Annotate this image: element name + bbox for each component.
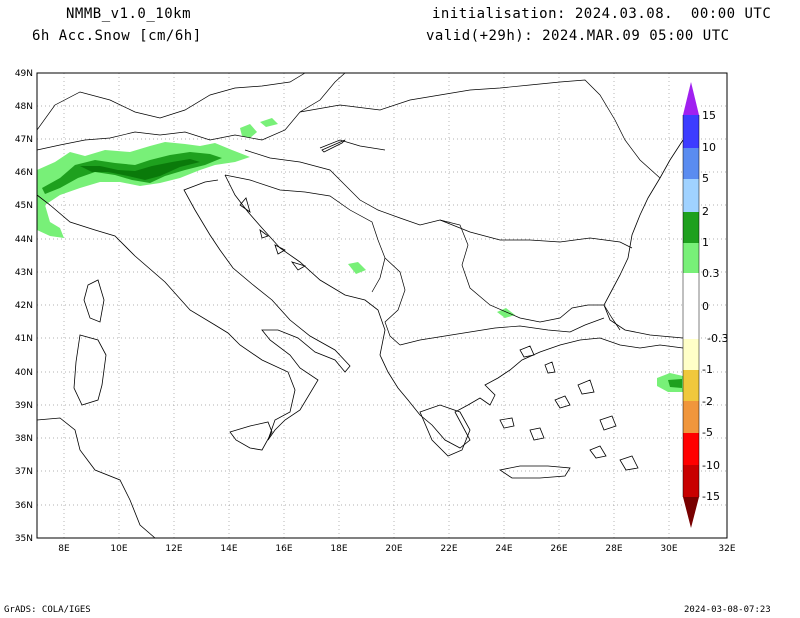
colorbar-swatch-n10 (683, 465, 699, 497)
colorbar-swatch-n5 (683, 433, 699, 465)
borders (36, 72, 661, 346)
peloponnese-coast (419, 404, 471, 457)
snow-area-balkan (348, 262, 366, 274)
colorbar-label: 0 (702, 300, 709, 313)
lat-label: 40N (15, 368, 33, 378)
lon-label: 30E (660, 544, 677, 554)
romania-bulgaria-border (439, 219, 633, 249)
coastlines (36, 139, 684, 539)
colorbar (682, 82, 700, 530)
lon-label: 20E (385, 544, 402, 554)
sicily-coast (229, 421, 273, 451)
lat-label: 39N (15, 401, 33, 411)
colorbar-swatch-1 (683, 243, 699, 273)
lon-label: 14E (220, 544, 237, 554)
lat-label: 37N (15, 467, 33, 477)
lat-label: 43N (15, 268, 33, 278)
italy-coast (36, 179, 351, 441)
lon-label: 24E (495, 544, 512, 554)
lon-label: 26E (550, 544, 567, 554)
colorbar-swatch-2 (683, 212, 699, 243)
colorbar-top-arrow (683, 82, 699, 115)
colorbar-swatch-n1 (683, 370, 699, 401)
snow-area-austria2 (260, 118, 278, 127)
lat-label: 41N (15, 334, 33, 344)
snow-shading (37, 118, 683, 392)
lat-label: 38N (15, 434, 33, 444)
lake-balaton (321, 139, 346, 153)
snow-area-turkey-core (668, 379, 682, 388)
lon-label: 22E (440, 544, 457, 554)
init-time: initialisation: 2024.03.08. 00:00 UTC (432, 6, 772, 22)
tunisia-coast (36, 417, 156, 539)
lon-label: 8E (58, 544, 70, 554)
footer-credit: GrADS: COLA/IGES (4, 605, 91, 615)
variable-name: 6h Acc.Snow [cm/6h] (32, 28, 202, 44)
colorbar-swatch-n03 (683, 339, 699, 370)
northern-border (36, 72, 306, 131)
colorbar-label: 15 (702, 109, 716, 122)
colorbar-label: 2 (702, 205, 709, 218)
valid-time: valid(+29h): 2024.MAR.09 05:00 UTC (426, 28, 730, 44)
snow-area-alps-peak (80, 159, 200, 180)
lon-label: 18E (330, 544, 347, 554)
colorbar-label: -15 (702, 490, 720, 503)
lon-labels: 8E 10E 12E 14E 16E 18E 20E 22E 24E 26E 2… (58, 544, 736, 554)
lat-label: 36N (15, 501, 33, 511)
colorbar-labels: 15 10 5 2 1 0.3 0 -0.3 -1 -2 -5 -10 -15 (702, 109, 728, 503)
gridlines (37, 73, 727, 538)
snow-area-austria (240, 124, 257, 138)
balkan-coast (224, 174, 684, 449)
colorbar-swatch-15 (683, 115, 699, 148)
lon-label: 28E (605, 544, 622, 554)
model-name: NMMB_v1.0_10km (66, 6, 192, 22)
lat-label: 48N (15, 102, 33, 112)
sardinia-coast (73, 334, 107, 406)
colorbar-label: -2 (702, 395, 713, 408)
lat-label: 45N (15, 201, 33, 211)
colorbar-swatch-5 (683, 179, 699, 212)
snow-area-alps (37, 142, 250, 238)
alps-border (36, 72, 346, 151)
turkey-border (603, 304, 621, 331)
corsica-coast (83, 279, 105, 323)
lat-label: 42N (15, 301, 33, 311)
bosnia-border (224, 174, 386, 293)
lon-label: 10E (110, 544, 127, 554)
footer-timestamp: 2024-03-08-07:23 (684, 605, 771, 615)
colorbar-bottom-arrow (683, 497, 699, 528)
aegean-islands (499, 345, 639, 471)
lat-label: 35N (15, 534, 33, 544)
map-frame (36, 72, 728, 539)
colorbar-label: -10 (702, 459, 720, 472)
lon-label: 16E (275, 544, 292, 554)
lon-label: 32E (718, 544, 735, 554)
colorbar-label: -5 (702, 426, 713, 439)
lat-labels: 49N 48N 47N 46N 45N 44N 43N 42N 41N 40N … (15, 69, 33, 544)
colorbar-label: 1 (702, 236, 709, 249)
blacksea-coast (603, 139, 684, 339)
colorbar-label: 5 (702, 172, 709, 185)
colorbar-swatch-n2 (683, 401, 699, 433)
colorbar-swatch-10 (683, 148, 699, 179)
crete-coast (498, 465, 571, 479)
colorbar-label: -1 (702, 363, 713, 376)
colorbar-label: 0.3 (702, 267, 720, 280)
greece-border (399, 317, 605, 346)
colorbar-label: 10 (702, 141, 716, 154)
lat-label: 44N (15, 235, 33, 245)
lat-label: 47N (15, 135, 33, 145)
croatian-islands (239, 197, 307, 271)
lat-label: 46N (15, 168, 33, 178)
lon-label: 12E (165, 544, 182, 554)
lat-label: 49N (15, 69, 33, 79)
snow-area-greece (497, 308, 515, 318)
carpathian-border (299, 79, 661, 179)
colorbar-label: -0.3 (707, 332, 728, 345)
hungary-border (319, 139, 386, 151)
serbia-border (384, 257, 406, 346)
central-border (244, 149, 604, 323)
